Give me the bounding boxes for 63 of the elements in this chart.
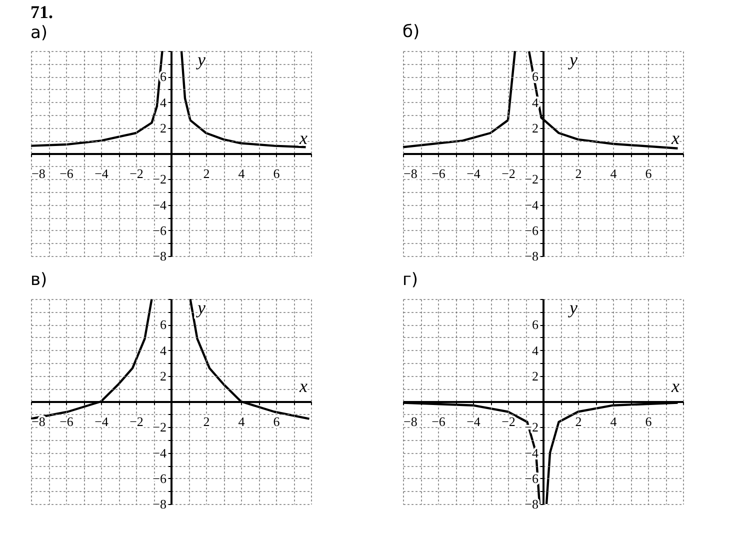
x-tick-label: −2: [502, 414, 516, 429]
x-tick-label: −4: [466, 166, 481, 181]
x-tick-label: −4: [94, 166, 109, 181]
y-tick-label: 6: [160, 69, 167, 84]
y-tick-label: −8: [524, 248, 538, 264]
x-axis-title: x: [298, 128, 308, 148]
chart-subtitle: а): [30, 23, 48, 43]
y-tick-label: 2: [532, 120, 538, 136]
y-tick-label: 2: [160, 368, 166, 384]
x-axis-title: x: [670, 376, 680, 396]
x-tick-label: −6: [432, 414, 446, 429]
chart-subtitle: в): [30, 270, 48, 290]
x-tick-label: 2: [203, 166, 210, 181]
y-tick-label: −8: [152, 248, 166, 264]
x-tick-label: −4: [466, 414, 481, 429]
x-tick-label: −8: [32, 166, 46, 181]
chart-subtitle: б): [402, 22, 420, 42]
x-tick-label: 4: [610, 166, 618, 181]
y-tick-label: −8: [152, 496, 166, 512]
chart-title: 71.: [30, 2, 53, 22]
y-tick-label: 4: [160, 94, 167, 110]
line-series: [180, 51, 307, 148]
y-axis-title: y: [196, 50, 206, 70]
y-tick-label: −6: [152, 470, 167, 486]
x-tick-label: −6: [60, 414, 74, 429]
y-tick-label: −4: [152, 445, 167, 460]
x-tick-label: −8: [404, 414, 418, 429]
y-tick-label: 4: [160, 342, 167, 358]
y-tick-label: −6: [524, 222, 539, 238]
x-tick-label: 4: [238, 414, 246, 429]
x-tick-label: −6: [432, 166, 446, 181]
x-tick-label: 6: [645, 166, 652, 181]
y-tick-label: −4: [524, 197, 539, 212]
x-tick-label: 2: [575, 166, 582, 181]
x-tick-label: 6: [273, 414, 280, 429]
x-tick-label: −2: [502, 166, 516, 181]
line-series: [403, 51, 516, 148]
x-tick-label: 4: [238, 166, 246, 181]
y-tick-label: 2: [160, 120, 166, 136]
x-tick-label: −4: [94, 414, 109, 429]
x-tick-label: 4: [610, 414, 618, 429]
x-tick-label: −2: [130, 414, 144, 429]
x-tick-label: 2: [203, 414, 210, 429]
x-axis-title: x: [670, 128, 680, 148]
x-tick-label: −2: [130, 166, 144, 181]
y-tick-label: −4: [152, 197, 167, 212]
y-tick-label: 6: [160, 317, 167, 332]
x-tick-label: −8: [32, 414, 46, 429]
y-tick-label: 6: [532, 317, 539, 332]
y-tick-label: −8: [524, 496, 538, 512]
x-axis-title: x: [298, 376, 308, 396]
x-tick-label: 6: [645, 414, 652, 429]
x-tick-label: −6: [60, 166, 74, 181]
y-tick-label: −6: [152, 222, 167, 238]
y-tick-label: 4: [532, 342, 539, 358]
y-axis-title: y: [196, 298, 206, 318]
y-tick-label: 2: [532, 368, 538, 384]
chart-subtitle: г): [402, 270, 418, 290]
y-axis-title: y: [568, 50, 578, 70]
x-tick-label: 6: [273, 166, 280, 181]
x-tick-label: 2: [575, 414, 582, 429]
y-axis-title: y: [568, 298, 578, 318]
x-tick-label: −8: [404, 166, 418, 181]
